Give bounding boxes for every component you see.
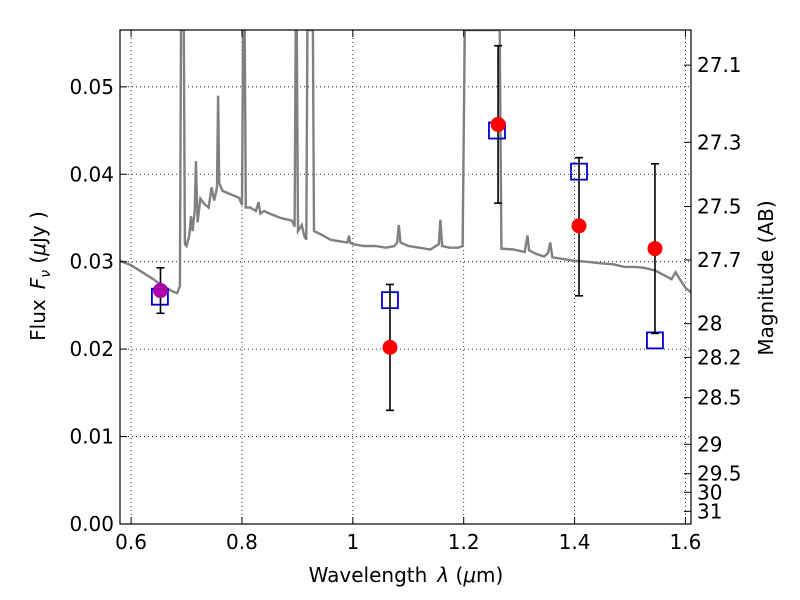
y-axis-label: FluxFν (μJy ) [26, 211, 54, 341]
data-point [152, 283, 168, 299]
y-tick-label: 0.00 [69, 512, 114, 536]
data-point [490, 116, 506, 132]
y-tick-label: 0.05 [69, 75, 114, 99]
y2-tick-label: 27.3 [697, 130, 742, 154]
y-tick-label: 0.02 [69, 337, 114, 361]
x-tick-label: 1.2 [448, 530, 480, 554]
observed-flux-squares [151, 121, 664, 350]
spectrum-line [120, 30, 691, 295]
y2-tick-label: 29 [697, 432, 722, 456]
y2-tick-label: 28.5 [697, 386, 742, 410]
y2-tick-label: 29.5 [697, 462, 742, 486]
data-point [382, 339, 398, 355]
model-spectrum [120, 30, 691, 295]
model-flux-circles [152, 116, 663, 355]
x-tick-label: 0.8 [226, 530, 258, 554]
y2-tick-label: 27.7 [697, 248, 742, 272]
y2-tick-label: 30 [697, 480, 722, 504]
y2-tick-label: 28.2 [697, 345, 742, 369]
y2-axis-label: Magnitude (AB) [754, 200, 778, 355]
data-point [571, 218, 587, 234]
data-square [646, 331, 664, 350]
plot-frame [119, 29, 692, 525]
y2-tick-label: 31 [697, 499, 722, 523]
y2-tick-label: 28 [697, 312, 722, 336]
y-tick-label: 0.03 [69, 250, 114, 274]
x-tick-label: 1.6 [670, 530, 702, 554]
y2-tick-label: 27.5 [697, 195, 742, 219]
x-axis: 0.6 0.8 1 1.2 1.4 1.6 [115, 30, 701, 554]
data-point [647, 241, 663, 257]
x-axis-label: Wavelength λ (μm) [309, 563, 504, 587]
x-tick-label: 1 [346, 530, 359, 554]
x-tick-label: 0.6 [115, 530, 147, 554]
x-tick-label: 1.4 [559, 530, 591, 554]
grid [120, 30, 691, 525]
y-tick-label: 0.01 [69, 425, 114, 449]
y2-tick-label: 27.1 [697, 53, 742, 77]
y-axis: 0.00 0.01 0.02 0.03 0.04 0.05 [69, 75, 127, 536]
y-tick-label: 0.04 [69, 162, 114, 186]
